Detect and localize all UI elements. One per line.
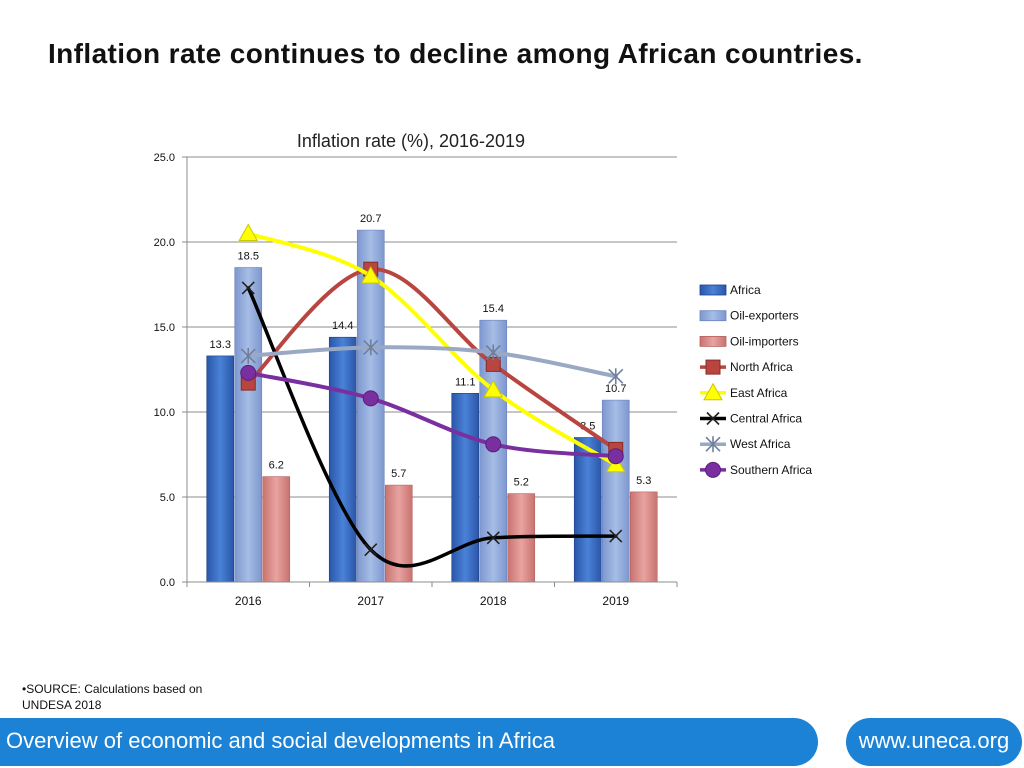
- marker-stroke: [609, 529, 623, 543]
- legend-label: North Africa: [730, 360, 793, 374]
- marker-southern-africa: [240, 364, 257, 381]
- bar-africa: [206, 355, 235, 583]
- bar-data-label: 13.3: [210, 339, 231, 351]
- marker-east-africa: [360, 265, 381, 284]
- legend-swatch: [699, 284, 727, 296]
- bar-data-label: 11.1: [455, 376, 476, 388]
- marker-central-africa: [609, 529, 623, 543]
- y-tick-label: 20.0: [154, 237, 175, 249]
- y-tick-label: 0.0: [160, 577, 175, 589]
- source-text: SOURCE: Calculations based on UNDESA 201…: [22, 682, 203, 712]
- marker-east-africa: [483, 379, 504, 398]
- legend-label: Central Africa: [730, 412, 802, 426]
- legend-marker: [705, 436, 721, 453]
- y-tick-label: 5.0: [160, 492, 175, 504]
- legend-label: Oil-importers: [730, 334, 799, 348]
- marker-west-africa: [363, 339, 379, 356]
- chart-title: Inflation rate (%), 2016-2019: [297, 131, 525, 151]
- marker-southern-africa: [607, 448, 624, 465]
- page-headline: Inflation rate continues to decline amon…: [48, 38, 863, 69]
- marker-stroke: [706, 411, 720, 426]
- bar-data-label: 5.3: [636, 475, 651, 487]
- bar-data-label: 15.4: [483, 303, 504, 315]
- legend-label: Africa: [730, 283, 761, 297]
- y-tick-label: 25.0: [154, 152, 175, 164]
- marker-east-africa: [238, 223, 259, 241]
- bar-data-label: 18.5: [238, 251, 259, 263]
- line-southern-africa: [246, 370, 618, 459]
- legend-marker: [705, 359, 721, 375]
- bar-data-label: 14.4: [332, 320, 353, 332]
- legend-label: East Africa: [730, 386, 788, 400]
- bar-data-label: 20.7: [360, 213, 381, 225]
- line-north-africa: [246, 267, 618, 452]
- x-tick-label: 2016: [235, 594, 262, 608]
- line-west-africa: [246, 345, 618, 379]
- marker-central-africa: [486, 531, 500, 545]
- bar-oil-exporters: [234, 267, 263, 583]
- footer-bar: Overview of economic and social developm…: [0, 718, 818, 766]
- x-tick-label: 2018: [480, 594, 507, 608]
- bar-data-label: 5.2: [514, 477, 529, 489]
- bar-oil-importers: [629, 491, 658, 583]
- bar-africa: [573, 437, 602, 583]
- footer-title: Overview of economic and social developm…: [6, 728, 556, 753]
- legend-marker: [706, 411, 720, 426]
- bar-data-label: 6.2: [269, 460, 284, 472]
- marker-west-africa: [485, 344, 501, 361]
- bar-oil-exporters: [601, 399, 630, 583]
- line-east-africa: [246, 231, 618, 467]
- bar-africa: [328, 336, 357, 583]
- legend-swatch: [699, 310, 727, 322]
- y-tick-label: 10.0: [154, 407, 175, 419]
- marker-west-africa: [240, 347, 256, 364]
- marker-central-africa: [241, 281, 255, 295]
- x-tick-label: 2017: [357, 594, 384, 608]
- bar-oil-importers: [262, 476, 291, 583]
- inflation-chart: Inflation rate (%), 2016-2019 13.3 14.4 11…: [154, 131, 813, 608]
- marker-southern-africa: [485, 436, 502, 453]
- marker-stroke: [364, 543, 378, 557]
- marker-southern-africa: [362, 390, 379, 407]
- website-url[interactable]: www.uneca.org: [858, 728, 1010, 753]
- website-link[interactable]: www.uneca.org: [846, 718, 1022, 766]
- marker-central-africa: [364, 543, 378, 557]
- legend-marker: [703, 382, 723, 401]
- legend-marker: [705, 461, 721, 478]
- marker-stroke: [241, 281, 255, 295]
- source-bullet: •: [22, 682, 27, 696]
- marker-stroke: [486, 531, 500, 545]
- bar-africa: [451, 392, 480, 583]
- x-tick-label: 2019: [602, 594, 629, 608]
- marker-west-africa: [608, 368, 624, 385]
- bar-data-label: 10.7: [605, 383, 626, 395]
- y-tick-label: 15.0: [154, 322, 175, 334]
- line-central-africa: [246, 286, 618, 568]
- bar-data-label: 5.7: [391, 468, 406, 480]
- legend-label: Southern Africa: [730, 463, 812, 477]
- source-note: •SOURCE: Calculations based on UNDESA 20…: [22, 681, 222, 713]
- legend-label: West Africa: [730, 437, 791, 451]
- legend-label: Oil-exporters: [730, 309, 799, 323]
- legend-swatch: [699, 335, 727, 347]
